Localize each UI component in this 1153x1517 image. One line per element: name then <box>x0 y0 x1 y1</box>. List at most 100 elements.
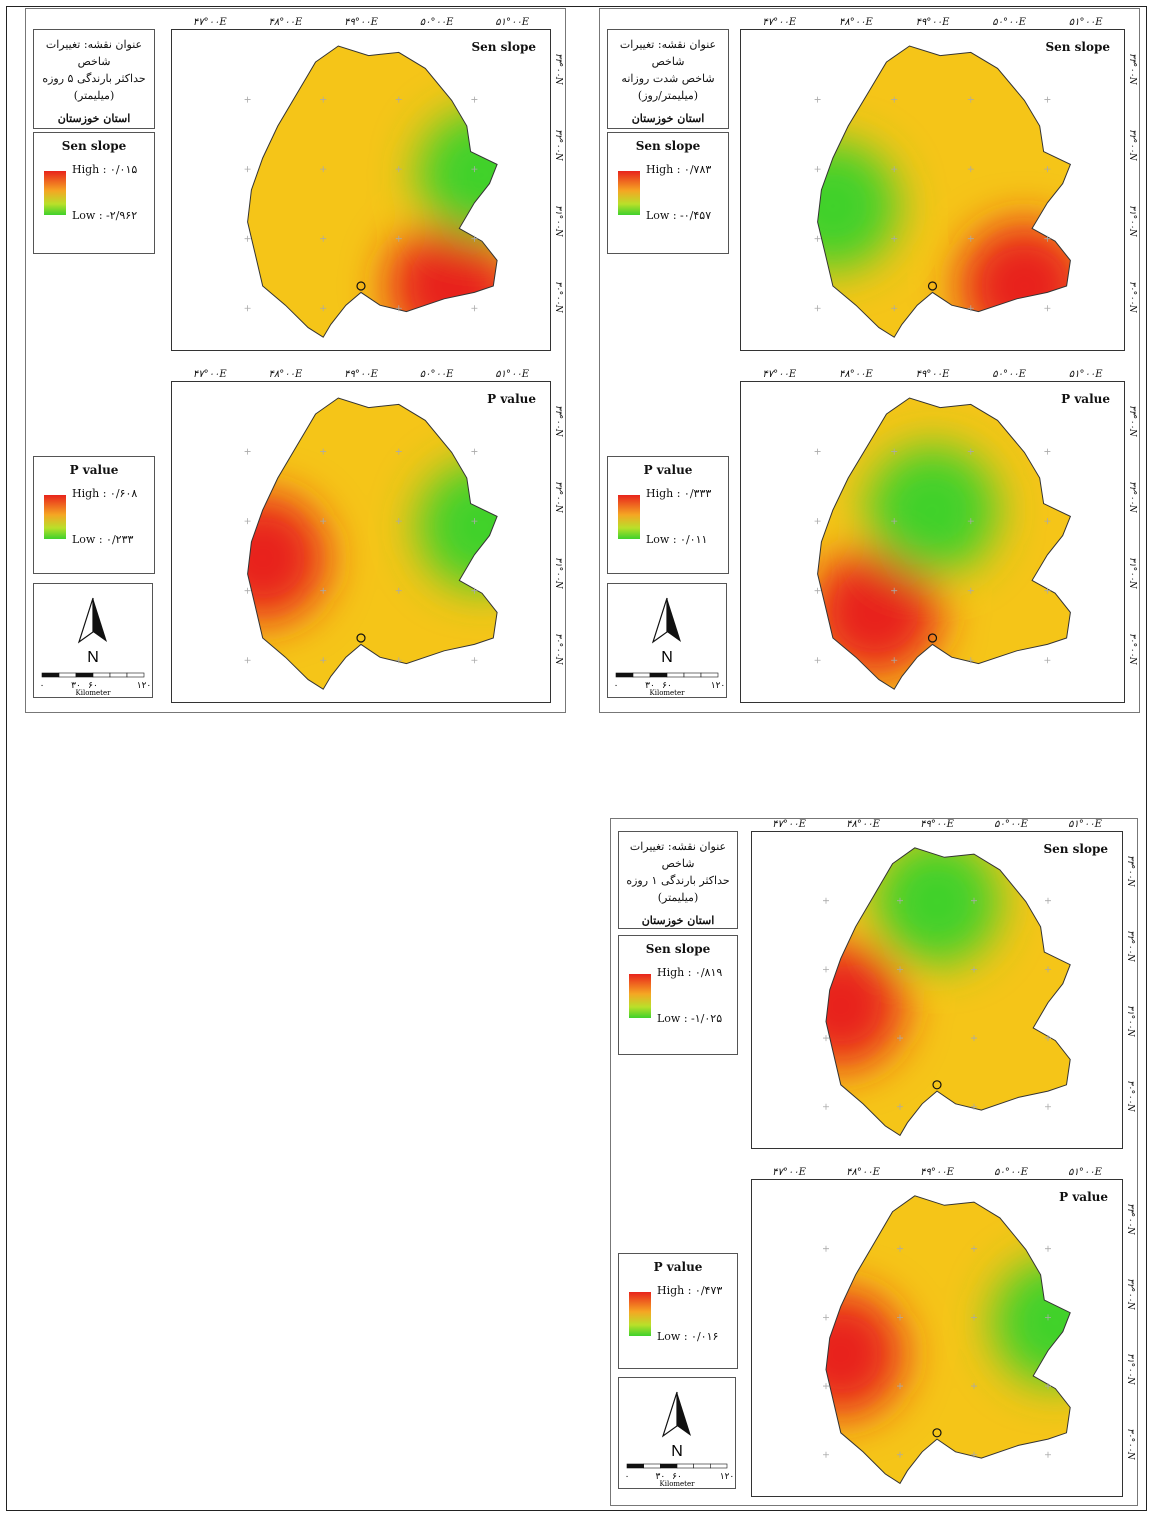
city-marker <box>932 1080 942 1090</box>
sen-slope-legend: Sen slope High : ۰/۰۱۵ Low : -۲/۹۶۲ <box>33 132 155 254</box>
graticule-cross <box>1044 166 1051 173</box>
graticule-cross <box>971 1245 977 1252</box>
lon-tick-label: ۴۷°۰۰E <box>772 819 806 830</box>
legend-title: P value <box>69 463 119 477</box>
scalebar-segment <box>676 1463 694 1469</box>
graticule-cross <box>823 897 829 904</box>
lon-tick-label: ۵۱°۰۰E <box>1068 819 1102 830</box>
title-line: (میلیمتر) <box>657 891 699 904</box>
scalebar-tick: ۳۰ <box>71 681 81 691</box>
scalebar-unit: Kilometer <box>75 689 111 697</box>
graticule-cross <box>471 305 478 312</box>
graticule-cross <box>1045 1314 1051 1321</box>
province-surface <box>247 398 498 690</box>
scalebar-segment <box>693 1463 711 1469</box>
lon-tick-label: ۵۰°۰۰E <box>992 17 1026 28</box>
province-surface <box>826 847 1071 1136</box>
north-label: N <box>661 649 673 666</box>
graticule-cross <box>897 1035 903 1042</box>
graticule-cross <box>1045 1383 1051 1390</box>
lon-tick-label: ۴۷°۰۰E <box>762 17 797 28</box>
graticule-cross <box>891 166 898 173</box>
graticule-cross <box>897 1103 903 1110</box>
graticule-cross <box>320 235 327 242</box>
lon-tick-label: ۴۹°۰۰E <box>915 17 950 28</box>
map-svg <box>244 45 498 338</box>
high-zone <box>247 494 327 622</box>
scalebar-segment <box>632 672 651 678</box>
lon-tick-label: ۴۹°۰۰E <box>920 819 954 830</box>
graticule-cross <box>891 448 898 455</box>
graticule-cross <box>823 1245 829 1252</box>
graticule-cross <box>1044 96 1051 103</box>
lat-tick-label: ۳۳°۰۰N <box>1125 854 1135 887</box>
sen-slope-map: Sen slope ۴۷°۰۰E ۴۸°۰۰E ۴۹°۰۰E ۵۰°۰۰E ۵۱°۰۰E… <box>751 819 1135 1149</box>
legend-low: Low : ۰/۰۱۱ <box>646 533 708 546</box>
lat-tick-label: ۳۱°۰۰N <box>1125 1005 1135 1037</box>
graticule-cross <box>823 1451 829 1458</box>
scalebar-tick: ۳۰ <box>645 681 655 691</box>
scalebar-segment <box>700 672 719 678</box>
lon-tick-label: ۴۹°۰۰E <box>344 17 378 28</box>
north-arrow-icon: N ۰ ۳۰ ۶۰ ۱۲۰ Kilometer <box>614 597 725 697</box>
lon-tick-label: ۵۱°۰۰E <box>1068 1167 1102 1178</box>
lat-tick-label: ۳۰°۰۰N <box>1127 281 1137 314</box>
province-boundary <box>825 847 1071 1137</box>
legend-title: Sen slope <box>61 139 127 153</box>
surface-base <box>826 1195 1071 1484</box>
graticule-cross <box>320 518 327 525</box>
graticule-cross <box>897 1245 903 1252</box>
city-marker <box>356 281 366 291</box>
province-surface <box>817 46 1071 338</box>
graticule-cross <box>244 657 251 664</box>
graticule-cross <box>814 166 821 173</box>
lat-tick-label: ۳۲°۰۰N <box>1125 1277 1135 1310</box>
map-label: Sen slope <box>1043 842 1108 856</box>
sen-slope-legend: Sen slope High : ۰/۷۸۳ Low : -۰/۴۵۷ <box>607 132 729 254</box>
color-ramp <box>44 171 66 215</box>
lon-tick-label: ۴۸°۰۰E <box>838 369 873 380</box>
graticule-cross <box>967 235 974 242</box>
graticule-cross <box>471 448 478 455</box>
legend-high: High : ۰/۶۰۸ <box>72 487 138 500</box>
graticule-cross <box>471 166 478 173</box>
north-arrow-scalebar-box: N ۰ ۳۰ ۶۰ ۱۲۰ Kilometer <box>33 583 153 698</box>
graticule-cross <box>814 448 821 455</box>
lat-tick-label: ۳۲°۰۰N <box>1127 481 1137 513</box>
graticule-cross <box>320 657 327 664</box>
legend-high: High : ۰/۸۱۹ <box>657 966 723 979</box>
low-zone <box>867 446 998 574</box>
low-zone <box>417 110 498 238</box>
lon-tick-label: ۴۸°۰۰E <box>846 819 880 830</box>
low-zone <box>817 142 899 270</box>
graticule-cross <box>897 1314 903 1321</box>
graticule-cross <box>1045 897 1051 904</box>
graticule-cross <box>891 235 898 242</box>
province-boundary <box>247 397 498 690</box>
color-ramp <box>629 974 651 1018</box>
p-value-map: P value ۴۷°۰۰E ۴۸°۰۰E ۴۹°۰۰E ۵۰°۰۰E ۵۱°۰۰E ۳۳… <box>740 369 1137 703</box>
scalebar-segment <box>649 672 668 678</box>
legend-title: Sen slope <box>645 942 711 956</box>
scalebar-segment <box>75 672 94 678</box>
graticule-cross <box>891 96 898 103</box>
lat-tick-label: ۳۲°۰۰N <box>1125 929 1135 962</box>
lon-tick-label: ۵۰°۰۰E <box>419 17 454 28</box>
lon-tick-label: ۴۸°۰۰E <box>838 17 873 28</box>
scalebar-tick: ۱۲۰ <box>137 681 152 691</box>
scalebar-segment <box>660 1463 678 1469</box>
scalebar-tick: ۶۰ <box>88 681 98 691</box>
high-zone <box>959 222 1071 338</box>
lat-tick-label: ۳۰°۰۰N <box>1125 1080 1135 1112</box>
high-zone <box>387 222 498 338</box>
p-value-legend: P value High : ۰/۳۳۳ Low : ۰/۰۱۱ <box>607 456 729 574</box>
scalebar-segment <box>643 1463 661 1469</box>
scalebar-segment <box>615 672 634 678</box>
scalebar-segment <box>41 672 60 678</box>
lon-tick-label: ۴۷°۰۰E <box>772 1167 806 1178</box>
scalebar-tick: ۶۰ <box>662 681 672 691</box>
legend-high: High : ۰/۰۱۵ <box>72 163 138 176</box>
graticule-cross <box>823 1035 829 1042</box>
graticule-cross <box>814 587 821 594</box>
map-panel-2: عنوان نقشه: تغییرات شاخص شاخص شدت روزانه… <box>599 8 1140 713</box>
